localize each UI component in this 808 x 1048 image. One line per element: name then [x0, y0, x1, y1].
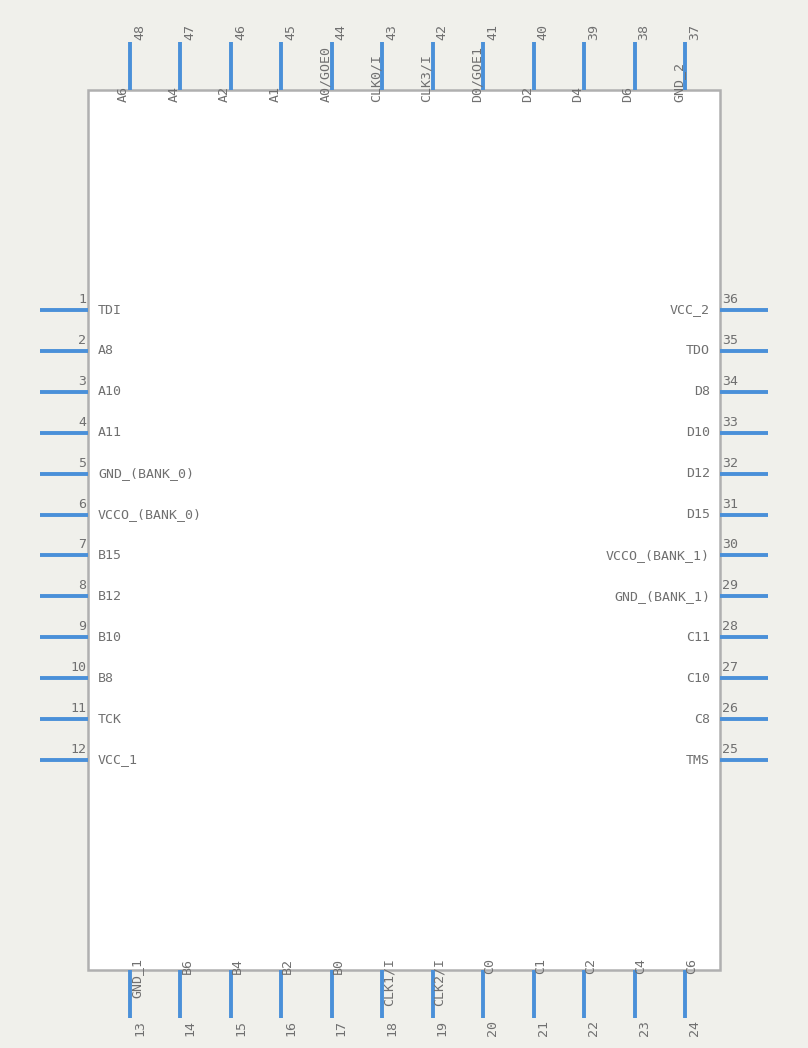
Text: 40: 40	[537, 24, 549, 40]
Text: 20: 20	[486, 1020, 499, 1036]
Text: D12: D12	[686, 467, 710, 480]
Text: CLK0/I: CLK0/I	[369, 54, 382, 102]
Text: 48: 48	[133, 24, 146, 40]
Text: D2: D2	[520, 86, 533, 102]
Text: 46: 46	[234, 24, 247, 40]
Text: 39: 39	[587, 24, 600, 40]
Text: 27: 27	[722, 661, 738, 674]
Text: 35: 35	[722, 334, 738, 347]
Text: B0: B0	[332, 958, 345, 974]
Text: GND_2: GND_2	[672, 62, 685, 102]
Text: VCCO_(BANK_0): VCCO_(BANK_0)	[98, 508, 202, 521]
Text: 36: 36	[722, 293, 738, 306]
Text: VCCO_(BANK_1): VCCO_(BANK_1)	[606, 549, 710, 562]
Text: A4: A4	[167, 86, 180, 102]
Text: A0/GOE0: A0/GOE0	[319, 46, 332, 102]
Text: 18: 18	[385, 1020, 398, 1036]
Text: B8: B8	[98, 672, 114, 684]
Text: A1: A1	[268, 86, 281, 102]
Text: 6: 6	[78, 498, 86, 510]
Text: TDO: TDO	[686, 345, 710, 357]
Text: TCK: TCK	[98, 713, 122, 725]
Text: 1: 1	[78, 293, 86, 306]
Text: 9: 9	[78, 620, 86, 633]
Text: 23: 23	[638, 1020, 650, 1036]
Text: B10: B10	[98, 631, 122, 643]
Text: 30: 30	[722, 539, 738, 551]
Text: 14: 14	[183, 1020, 196, 1036]
Text: C11: C11	[686, 631, 710, 643]
Text: A10: A10	[98, 386, 122, 398]
Text: 41: 41	[486, 24, 499, 40]
Text: 47: 47	[183, 24, 196, 40]
Text: GND_(BANK_0): GND_(BANK_0)	[98, 467, 194, 480]
Text: 5: 5	[78, 457, 86, 470]
Text: B15: B15	[98, 549, 122, 562]
Text: 43: 43	[385, 24, 398, 40]
Text: 33: 33	[722, 416, 738, 429]
Text: B12: B12	[98, 590, 122, 603]
Text: C6: C6	[685, 958, 698, 974]
Text: 25: 25	[722, 743, 738, 756]
Text: CLK2/I: CLK2/I	[433, 958, 446, 1006]
Text: 42: 42	[436, 24, 448, 40]
Text: 16: 16	[284, 1020, 297, 1036]
Text: 32: 32	[722, 457, 738, 470]
Text: 22: 22	[587, 1020, 600, 1036]
Text: 12: 12	[70, 743, 86, 756]
Text: TMS: TMS	[686, 754, 710, 766]
Bar	[88, 90, 720, 970]
Text: 17: 17	[335, 1020, 347, 1036]
Text: B4: B4	[231, 958, 244, 974]
Text: GND_1: GND_1	[130, 958, 143, 998]
Text: 7: 7	[78, 539, 86, 551]
Text: CLK1/I: CLK1/I	[382, 958, 395, 1006]
Text: 3: 3	[78, 375, 86, 388]
Text: B2: B2	[281, 958, 294, 974]
Text: 15: 15	[234, 1020, 247, 1036]
Text: C10: C10	[686, 672, 710, 684]
Text: A11: A11	[98, 427, 122, 439]
Text: 38: 38	[638, 24, 650, 40]
Text: C1: C1	[533, 958, 547, 974]
Text: CLK3/I: CLK3/I	[419, 54, 433, 102]
Text: GND_(BANK_1): GND_(BANK_1)	[614, 590, 710, 603]
Text: C0: C0	[483, 958, 496, 974]
Text: 31: 31	[722, 498, 738, 510]
Text: D4: D4	[571, 86, 584, 102]
Text: 44: 44	[335, 24, 347, 40]
Text: 13: 13	[133, 1020, 146, 1036]
Text: A8: A8	[98, 345, 114, 357]
Text: 26: 26	[722, 702, 738, 715]
Text: 29: 29	[722, 580, 738, 592]
Text: 24: 24	[688, 1020, 701, 1036]
Text: 10: 10	[70, 661, 86, 674]
Text: 37: 37	[688, 24, 701, 40]
Text: C8: C8	[694, 713, 710, 725]
Text: 11: 11	[70, 702, 86, 715]
Text: 4: 4	[78, 416, 86, 429]
Text: D15: D15	[686, 508, 710, 521]
Text: 34: 34	[722, 375, 738, 388]
Text: 2: 2	[78, 334, 86, 347]
Text: C4: C4	[634, 958, 647, 974]
Text: D8: D8	[694, 386, 710, 398]
Text: B6: B6	[180, 958, 193, 974]
Text: D0/GOE1: D0/GOE1	[470, 46, 483, 102]
Text: 19: 19	[436, 1020, 448, 1036]
Text: VCC_2: VCC_2	[670, 304, 710, 316]
Text: 8: 8	[78, 580, 86, 592]
Text: D6: D6	[621, 86, 634, 102]
Text: C2: C2	[584, 958, 597, 974]
Text: D10: D10	[686, 427, 710, 439]
Text: 21: 21	[537, 1020, 549, 1036]
Text: A2: A2	[218, 86, 231, 102]
Text: 45: 45	[284, 24, 297, 40]
Text: A6: A6	[117, 86, 130, 102]
Text: TDI: TDI	[98, 304, 122, 316]
Text: 28: 28	[722, 620, 738, 633]
Text: VCC_1: VCC_1	[98, 754, 138, 766]
